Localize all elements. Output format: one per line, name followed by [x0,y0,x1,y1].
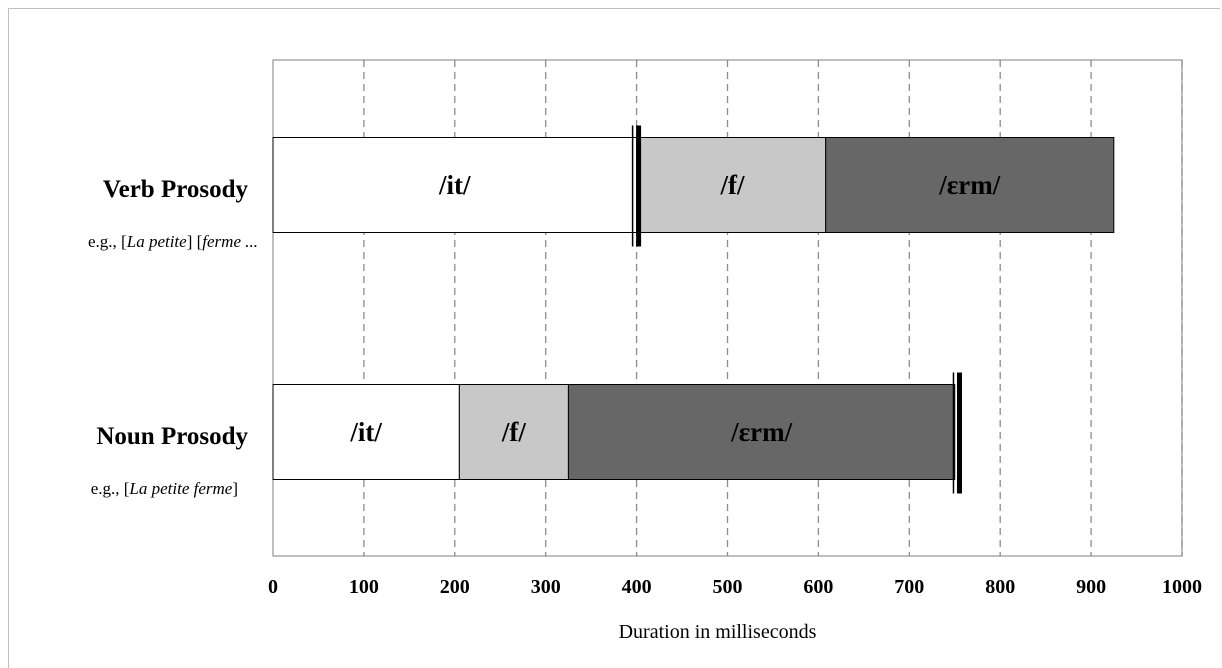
bar-segment-label: /it/ [349,417,382,447]
bar-segment-label: /ɛrm/ [938,170,1001,200]
x-tick-label: 300 [531,576,561,598]
x-tick-labels: 0 100 200 300 400 500 600 700 800 900 1000 [268,576,1202,598]
bar-segment [272,137,638,233]
bar-segment [272,384,460,480]
boundary-marker [631,125,642,247]
example-example-prefix: e.g., [ [91,479,130,498]
bar-segment-label: /it/ [438,170,471,200]
bar-segment [825,137,1115,233]
example-example-part1: La petite [126,232,187,251]
x-tick-label: 900 [1076,576,1106,598]
example-example-prefix: e.g., [ [88,232,127,251]
example-example-part1: La petite ferme [128,479,232,498]
bar-segment-label: /ɛrm/ [730,417,793,447]
example-example-mid: ] [ [187,232,203,251]
bar-segment [567,384,956,480]
x-axis-title: Duration in milliseconds [619,621,817,643]
figure-frame [8,8,1220,668]
category-title: Verb Prosody [103,176,249,203]
example-example-suffix: ] [232,479,238,498]
grid-lines [363,60,1183,556]
boundary-marker [952,372,962,494]
bar-segment-label: /f/ [719,170,744,200]
bar-segment [638,137,827,233]
x-tick-label: 600 [803,576,833,598]
x-tick-label: 500 [713,576,743,598]
x-tick-label: 200 [440,576,470,598]
x-tick-label: 700 [894,576,924,598]
plot-area [272,59,1183,557]
category-example: e.g., [La petite ferme] [91,479,238,498]
x-tick-label: 1000 [1162,576,1202,598]
category-title: Noun Prosody [96,423,248,450]
example-example-part2: ferme ... [202,232,258,251]
x-tick-label: 800 [985,576,1015,598]
bar-segment [458,384,569,480]
x-tick-label: 100 [349,576,379,598]
x-tick-label: 400 [622,576,652,598]
category-example: e.g., [La petite] [ferme ... [88,232,258,251]
bars: /it/ /f/ /ɛrm/ /it/ /f/ /ɛrm/ [272,125,1115,494]
bar-segment-label: /f/ [501,417,526,447]
x-tick-label: 0 [268,576,278,598]
